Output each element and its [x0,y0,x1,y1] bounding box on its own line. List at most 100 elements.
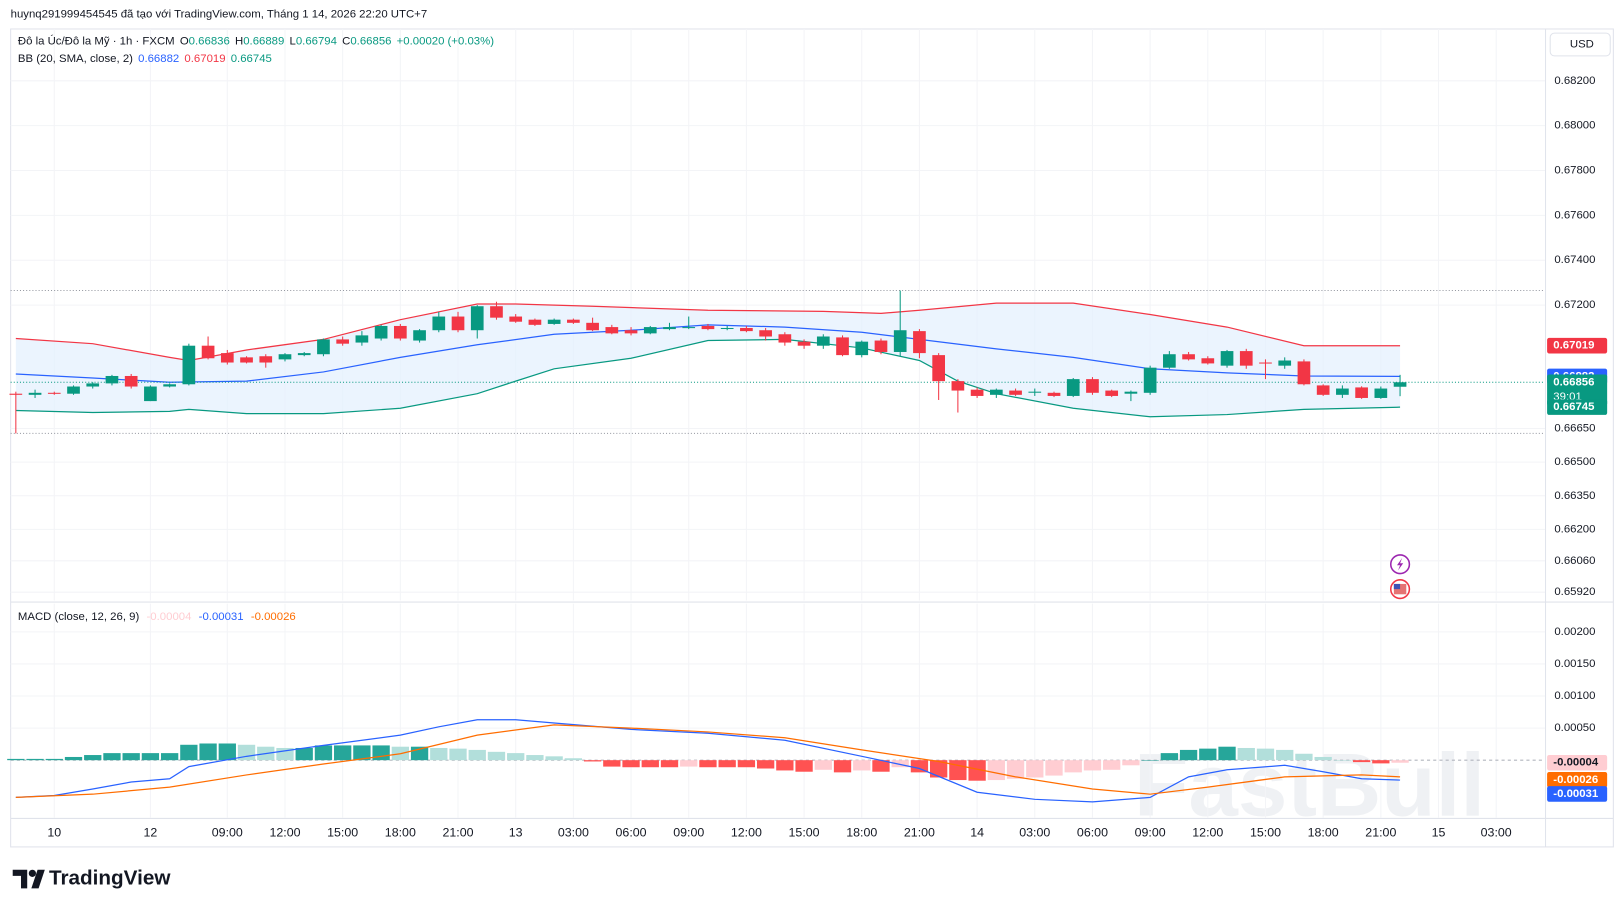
histogram-bar [449,748,467,761]
histogram-bar [180,744,198,761]
candle-body [567,319,580,323]
candle-body [989,389,1003,395]
y-tick-label: 0.65920 [1554,586,1595,598]
histogram-bar [1160,753,1179,761]
candle-body [1393,382,1407,387]
y-tick-label: 0.66060 [1554,555,1595,567]
candle-body [490,306,503,318]
histogram-bar [26,758,44,761]
candle-body [1259,362,1272,364]
histogram-bar [468,749,486,761]
chart-frame [10,28,1614,848]
ohlc-value: 0.66836 [189,35,230,47]
brand: TradingView [12,866,171,889]
y-tick-label: 0.68000 [1554,120,1595,132]
y-tick-label: 0.00150 [1554,658,1595,670]
macd-badge [1547,772,1608,788]
y-tick-label: 0.00050 [1554,722,1595,734]
histogram-bar [334,745,352,761]
bb-legend-value: 0.66882 [138,53,179,65]
histogram-bar [507,753,525,761]
y-tick-label: 0.66200 [1554,523,1595,535]
candle-body [9,393,23,395]
currency-box[interactable] [1549,32,1611,57]
candle-body [201,345,215,359]
candle-body [220,353,234,363]
histogram-bar [1276,749,1294,761]
histogram-bar [1141,760,1159,761]
ohlc-key: C [342,35,350,47]
candle-body [105,375,119,384]
legend-row: Đô la Úc/Đô la Mỹ · 1h · FXCM O0.66836 H0.… [18,34,494,47]
candle-body [124,375,138,387]
bb-legend-value: 0.67019 [184,53,225,65]
candle-body [317,339,330,355]
histogram-bar [218,743,236,761]
x-tick-label: 12:00 [269,826,300,840]
x-tick-label: 09:00 [673,826,704,840]
x-tick-label: 15 [1432,826,1446,840]
candle-body [1182,354,1195,360]
change-percent: (+0.03%) [448,35,495,47]
x-tick-label: 15:00 [789,826,820,840]
price-badge-label: 0.67019 [1553,340,1594,352]
x-tick-label: 18:00 [1308,826,1339,840]
macd-legend-value: -0.00031 [199,611,244,623]
candle-body [1047,392,1061,396]
x-tick-label: 12:00 [1192,826,1223,840]
candle-body [893,330,907,352]
histogram-bar [949,760,967,781]
y-tick-label: 0.68200 [1554,75,1595,87]
candle-body [355,335,369,343]
histogram-bar [353,745,371,761]
histogram-bar [1083,760,1102,771]
x-tick-label: 12:00 [731,826,762,840]
candle-body [393,325,407,339]
candle-body [413,330,426,341]
candle-body [1201,358,1215,364]
histogram-bar [1333,760,1352,761]
candle-body [720,327,734,330]
band-line [15,338,1401,418]
histogram-bar [622,760,640,768]
candle-body [816,336,830,346]
candle-body [1239,351,1253,366]
histogram-bar [1372,760,1390,764]
histogram-bar [737,760,756,768]
x-tick-label: 18:00 [846,826,877,840]
flag-icon-canton [1393,583,1401,590]
y-tick-label: 0.00200 [1554,626,1595,638]
flag-icon [1393,583,1407,595]
candle-body [605,327,619,334]
ohlc-key: O [180,35,189,47]
y-tick-label: 0.67800 [1554,165,1595,177]
candle-body [67,386,80,394]
candle-body [663,327,676,330]
ohlc-value: 0.66794 [296,35,337,47]
histogram-bar [7,758,25,761]
lightning-icon [1396,558,1404,571]
price-badge-label: 0.66745 [1553,401,1595,413]
macd-legend-label: MACD (close, 12, 26, 9) [18,611,140,623]
histogram-bar [45,758,63,761]
candle-body [1124,391,1138,394]
price-badge [1547,337,1608,354]
ohlc-value: 0.66856 [350,35,391,47]
candle-body [855,341,869,356]
histogram-bar [1352,760,1371,763]
candle-body [1336,388,1349,395]
candle-body [1163,354,1176,368]
candle-body [240,357,253,363]
candle-body [874,340,888,352]
candle-body [1009,390,1022,395]
x-tick-label: 10 [47,826,61,840]
candle-body [297,353,311,356]
histogram-bar [718,760,736,768]
histogram-bar [680,760,698,767]
histogram-bar [199,743,217,761]
candle-body [624,330,638,334]
brand-logo [12,869,45,889]
macd-legend-value: -0.00004 [147,611,192,623]
histogram-bar [1295,753,1313,761]
